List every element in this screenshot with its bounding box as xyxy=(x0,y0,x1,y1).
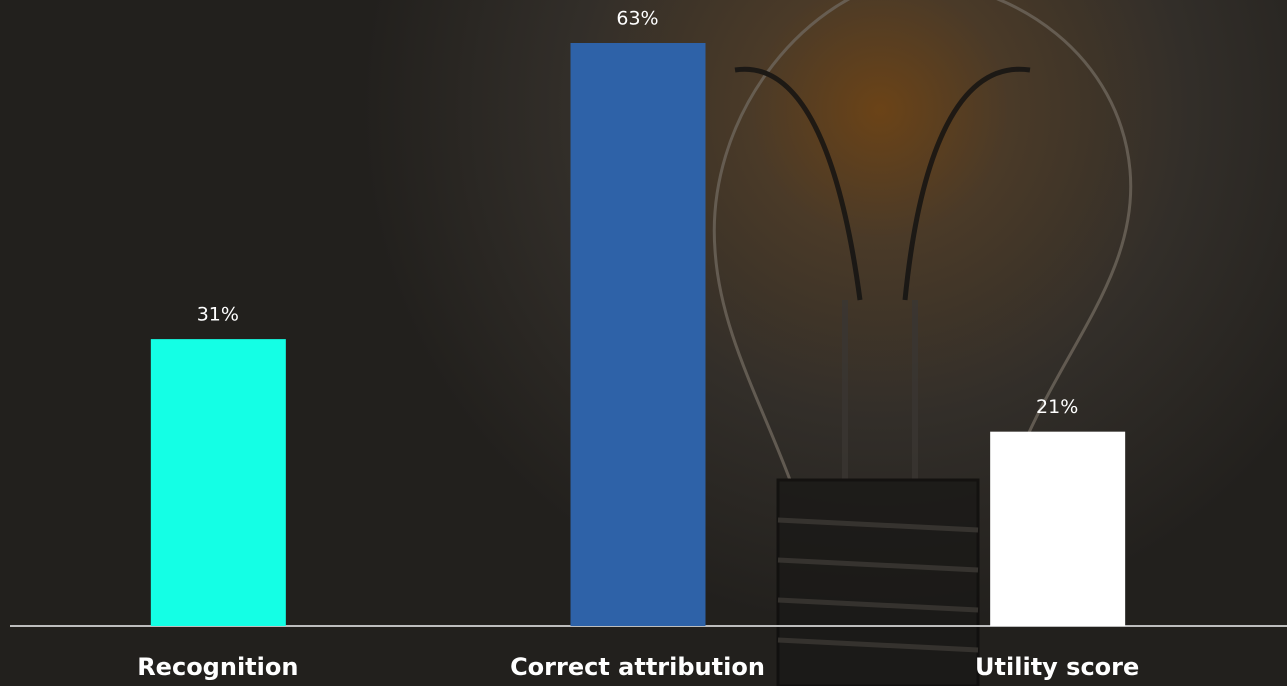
x-tick-label: Recognition xyxy=(137,653,298,681)
x-tick-label: Correct attribution xyxy=(510,653,765,681)
bar xyxy=(151,339,286,626)
x-tick-label: Utility score xyxy=(975,653,1139,681)
page: {"chart_data": {"type": "bar", "categori… xyxy=(0,0,1287,686)
bar xyxy=(990,432,1125,626)
chart: Recognition 31% Correct attribution 63% Util… xyxy=(0,0,1287,686)
value-label: 21% xyxy=(1036,396,1078,418)
value-label: 31% xyxy=(197,304,239,326)
bar xyxy=(571,43,706,626)
value-label: 63% xyxy=(616,8,658,30)
